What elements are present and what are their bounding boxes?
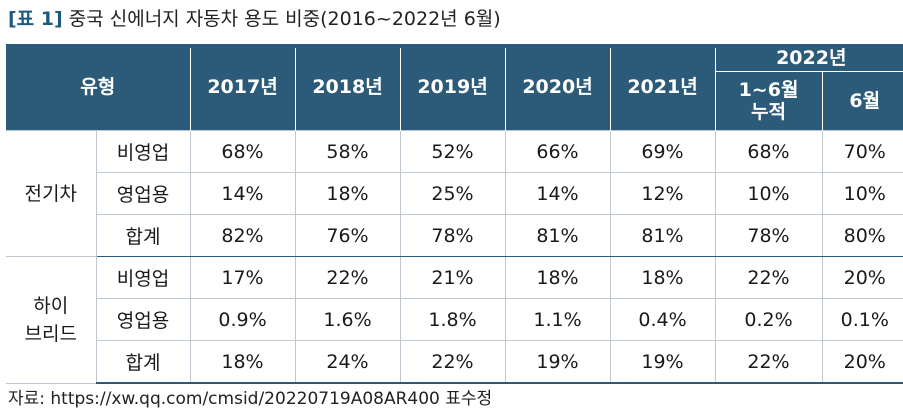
table-cell: 0.4% (609, 298, 716, 341)
table-cell: 69% (609, 130, 716, 173)
table-cell: 20% (821, 256, 903, 299)
table-cell: 52% (399, 130, 506, 173)
group-label-hybrid-line2: 브리드 (24, 322, 77, 345)
table-cell: 22% (399, 340, 506, 384)
source-note: 자료: https://xw.qq.com/cmsid/20220719A08A… (8, 389, 493, 409)
table-cell: 68% (714, 130, 823, 173)
table-cell: 14% (189, 172, 296, 215)
row-label: 영업용 (96, 298, 191, 341)
row-label: 합계 (96, 214, 191, 257)
table-cell: 1.1% (504, 298, 611, 341)
table-cell: 20% (821, 340, 903, 384)
row-label: 영업용 (96, 172, 191, 215)
table-cell: 22% (714, 340, 823, 384)
table-cell: 18% (504, 256, 611, 299)
table-row: 영업용 14% 18% 25% 14% 12% 10% 10% (6, 172, 903, 215)
row-label: 합계 (96, 340, 191, 384)
caption-tag: [표 1] (8, 8, 63, 30)
group-label-hybrid: 하이 브리드 (6, 256, 97, 384)
table-cell: 21% (399, 256, 506, 299)
table-cell: 18% (189, 340, 296, 384)
header-2022-cumulative: 1~6월 누적 (715, 71, 823, 131)
table-row: 영업용 0.9% 1.6% 1.8% 1.1% 0.4% 0.2% 0.1% (6, 298, 903, 341)
table-header: 유형 2017년 2018년 2019년 2020년 2021년 2022년 1… (6, 44, 903, 131)
table-cell: 58% (294, 130, 401, 173)
table-cell: 18% (609, 256, 716, 299)
header-2022-cumulative-line1: 1~6월 (738, 79, 799, 101)
table-row: 합계 82% 76% 78% 81% 81% 78% 80% (6, 214, 903, 257)
table-row: 합계 18% 24% 22% 19% 19% 22% 20% (6, 340, 903, 384)
header-year-2019: 2019년 (399, 44, 506, 131)
table-cell: 1.8% (399, 298, 506, 341)
table-cell: 82% (189, 214, 296, 257)
header-year-2022: 2022년 (714, 44, 903, 72)
table-caption: [표 1] 중국 신에너지 자동차 용도 비중(2016~2022년 6월) (8, 2, 501, 36)
table-cell: 19% (504, 340, 611, 384)
table-cell: 10% (821, 172, 903, 215)
table-cell: 25% (399, 172, 506, 215)
table-cell: 78% (399, 214, 506, 257)
table-top-rule (6, 44, 897, 48)
header-year-2017: 2017년 (189, 44, 296, 131)
table-cell: 0.9% (189, 298, 296, 341)
caption-title: 중국 신에너지 자동차 용도 비중(2016~2022년 6월) (68, 8, 501, 30)
table-cell: 24% (294, 340, 401, 384)
table-body: 전기차 비영업 68% 58% 52% 66% 69% 68% 70% 영업용 … (6, 130, 903, 384)
data-table: 유형 2017년 2018년 2019년 2020년 2021년 2022년 1… (6, 44, 903, 384)
table-cell: 19% (609, 340, 716, 384)
header-year-2018: 2018년 (294, 44, 401, 131)
table-cell: 18% (294, 172, 401, 215)
table-cell: 80% (821, 214, 903, 257)
group-label-ev: 전기차 (6, 130, 97, 257)
row-label: 비영업 (95, 256, 191, 299)
table-cell: 81% (504, 214, 611, 257)
table-cell: 66% (504, 130, 611, 173)
table-cell: 1.6% (294, 298, 401, 341)
table-cell: 70% (821, 130, 903, 173)
table-cell: 81% (609, 214, 716, 257)
data-table-container: 유형 2017년 2018년 2019년 2020년 2021년 2022년 1… (6, 44, 903, 384)
header-year-2020: 2020년 (504, 44, 611, 131)
header-type: 유형 (6, 44, 191, 131)
table-cell: 68% (189, 130, 296, 173)
table-cell: 22% (714, 256, 823, 299)
table-cell: 12% (609, 172, 716, 215)
table-cell: 78% (714, 214, 823, 257)
table-cell: 14% (504, 172, 611, 215)
table-cell: 0.1% (821, 298, 903, 341)
header-year-2021: 2021년 (609, 44, 716, 131)
group-label-hybrid-line1: 하이 (33, 294, 69, 317)
table-cell: 17% (189, 256, 296, 299)
row-label: 비영업 (95, 130, 191, 173)
table-cell: 0.2% (714, 298, 823, 341)
table-row: 전기차 비영업 68% 58% 52% 66% 69% 68% 70% (6, 130, 903, 257)
table-cell: 10% (714, 172, 823, 215)
table-row: 하이 브리드 비영업 17% 22% 21% 18% 18% 22% 20% (6, 256, 903, 384)
table-cell: 22% (294, 256, 401, 299)
header-2022-june: 6월 (821, 71, 903, 131)
header-2022-cumulative-line2: 누적 (751, 101, 786, 123)
table-cell: 76% (294, 214, 401, 257)
